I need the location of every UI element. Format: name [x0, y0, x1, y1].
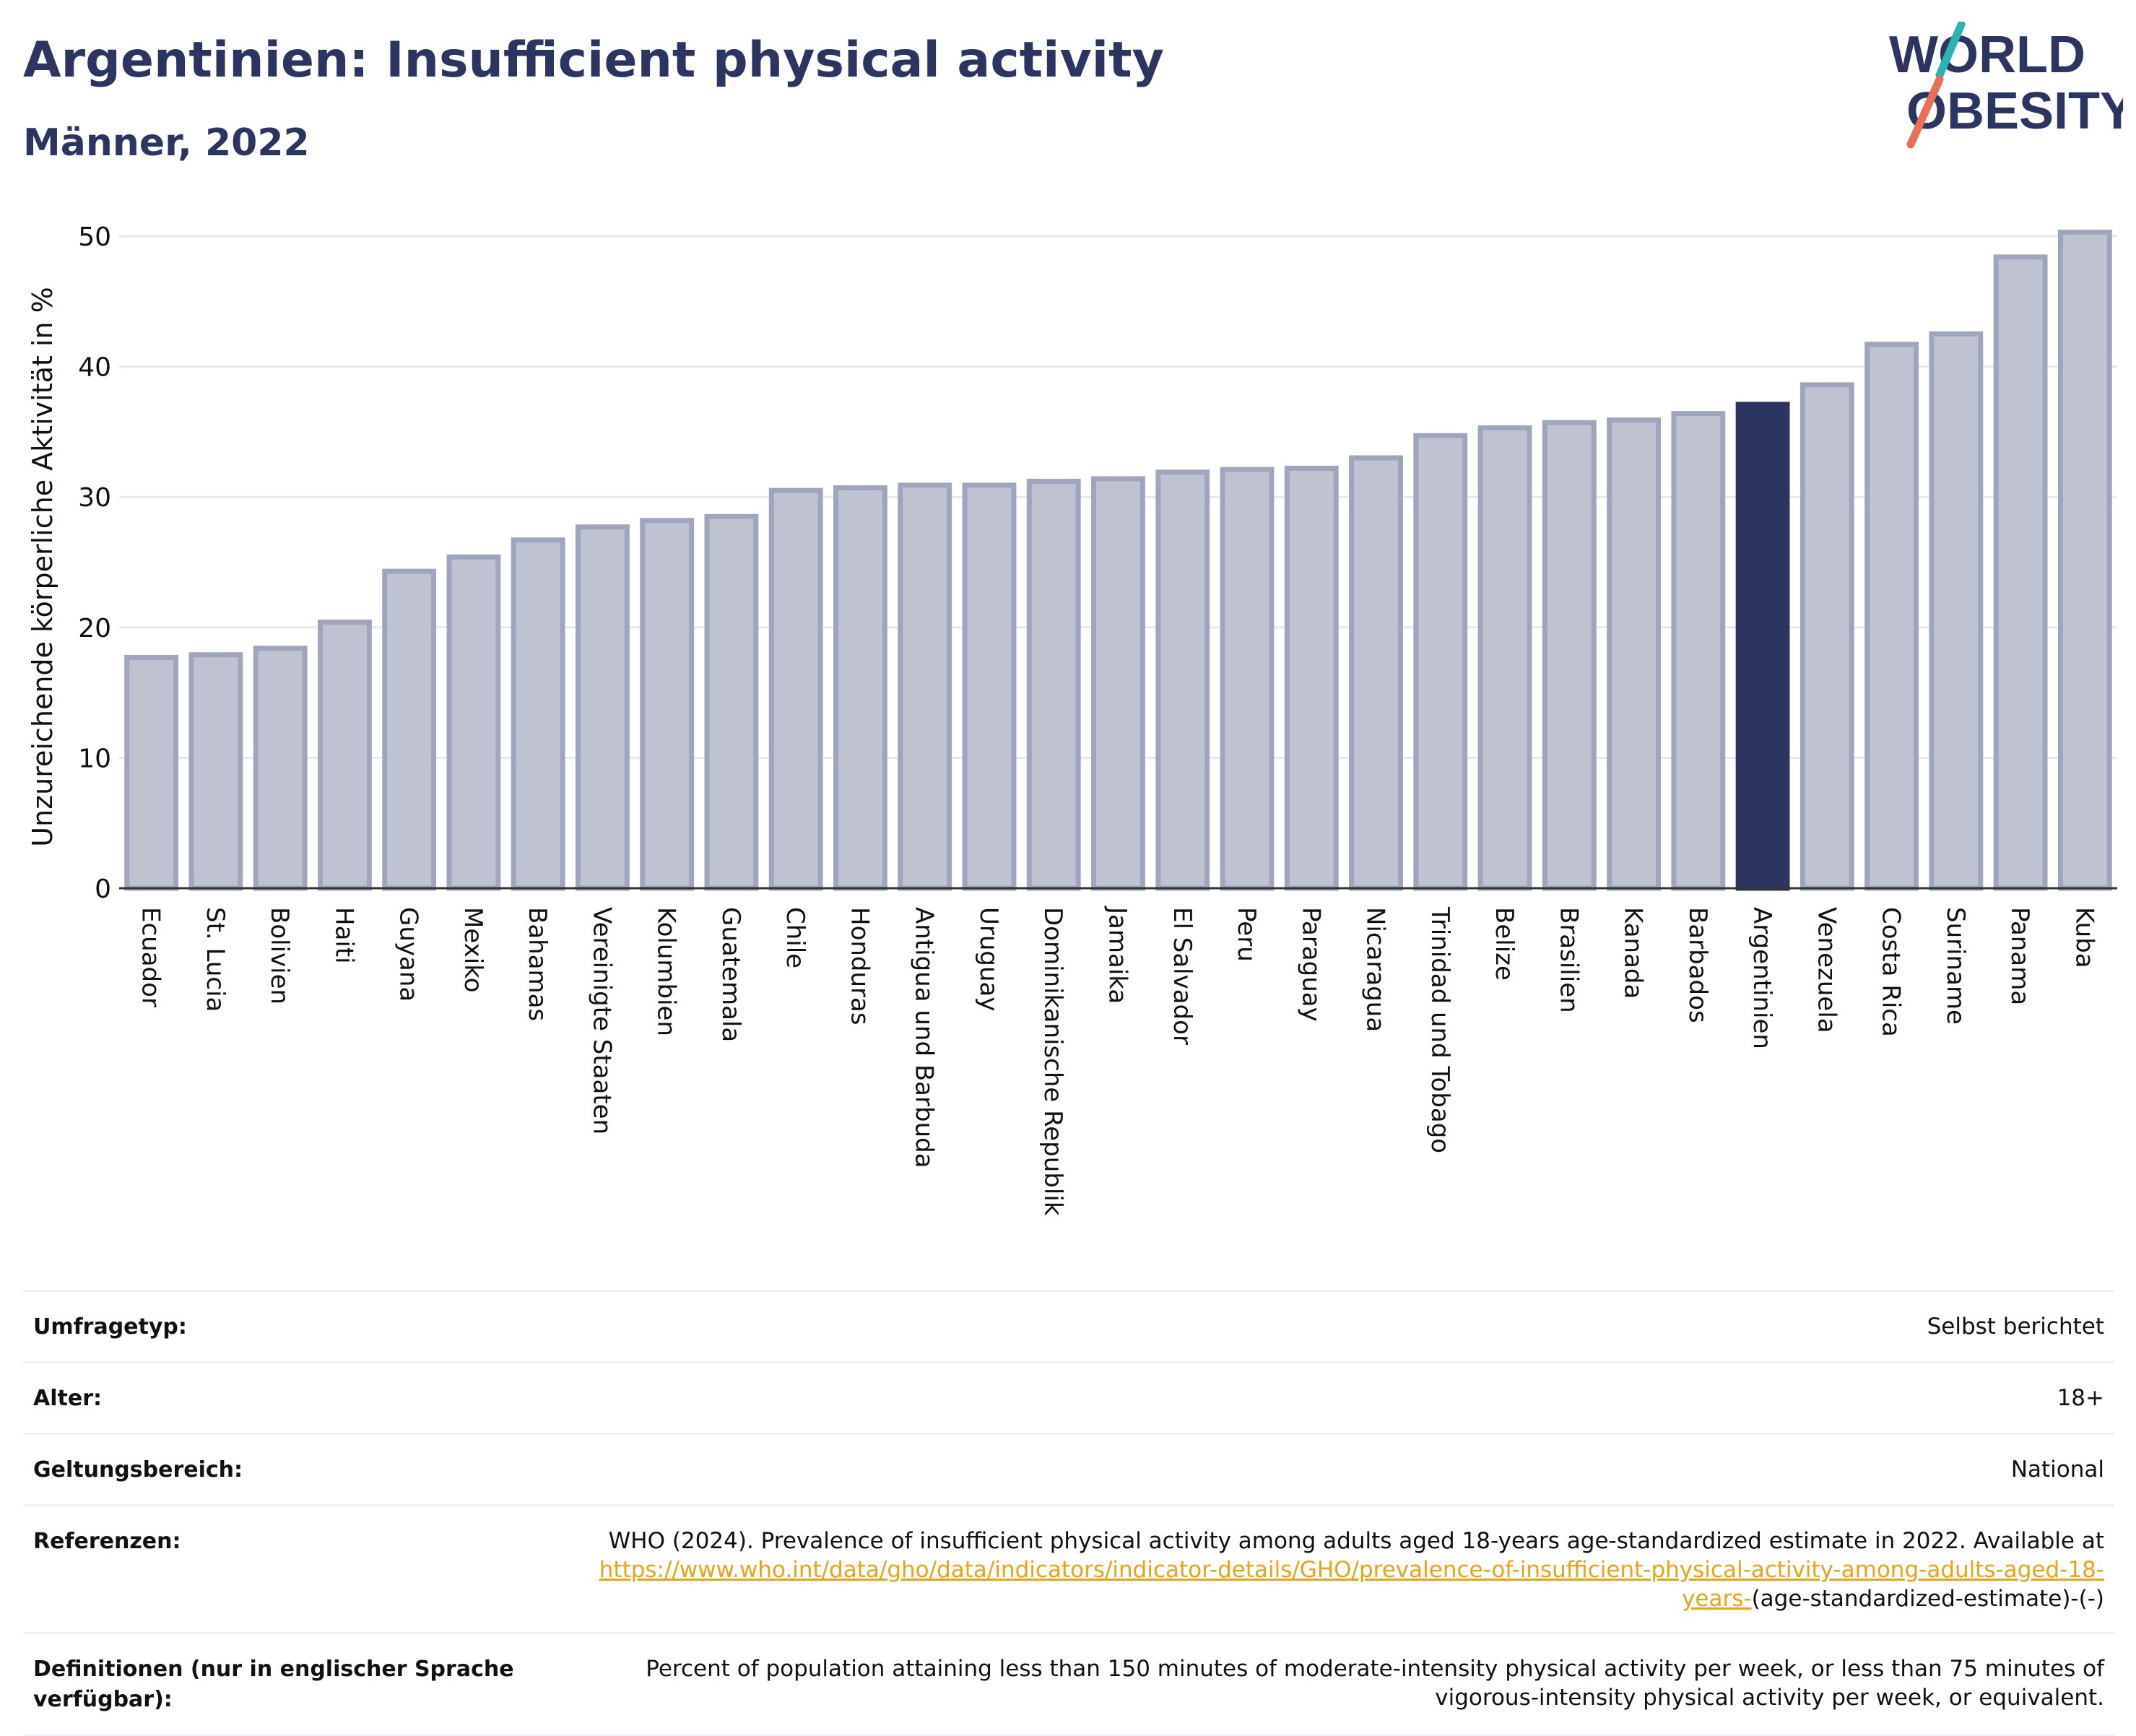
bar: [1993, 254, 2048, 891]
x-tick-label: Barbados: [1683, 907, 1712, 1023]
meta-label: Definitionen (nur in englischer Sprache …: [33, 1657, 514, 1712]
bar-highlight: [1735, 402, 1790, 891]
x-tick-label: Bahamas: [523, 907, 552, 1021]
y-tick-label: 40: [78, 353, 111, 383]
bar: [704, 513, 759, 891]
references-text: WHO (2024). Prevalence of insufficient p…: [608, 1528, 2104, 1554]
meta-row-references: Referenzen: WHO (2024). Prevalence of in…: [23, 1504, 2114, 1632]
x-tick-label: Vereinigte Staaten: [587, 907, 616, 1134]
bar: [124, 654, 179, 891]
bar: [898, 482, 952, 891]
logo-slash-teal: [1935, 22, 1966, 79]
meta-label: Umfragetyp:: [33, 1314, 187, 1340]
bar: [1542, 420, 1597, 891]
x-tick-label: Kuba: [2070, 907, 2098, 968]
x-tick-label: Brasilien: [1554, 907, 1583, 1013]
bar-chart: 0 10 20 30 40 50 Ecuador St. Lucia Bolivien Hait…: [27, 222, 2117, 1216]
bar: [1284, 465, 1339, 891]
bar: [1671, 411, 1726, 891]
meta-value: National: [2010, 1457, 2104, 1483]
bar: [576, 524, 630, 891]
bar: [1349, 455, 1403, 891]
x-tick-label: Ecuador: [136, 907, 165, 1007]
x-tick-label: Jamaika: [1103, 906, 1132, 1004]
meta-label: Geltungsbereich:: [33, 1457, 243, 1483]
meta-label: Alter:: [33, 1386, 102, 1411]
x-tick-label: Uruguay: [974, 907, 1003, 1012]
meta-value: Percent of population attaining less tha…: [646, 1656, 2104, 1711]
x-tick-label: Chile: [781, 907, 809, 968]
chart-bars: [124, 230, 2112, 891]
logo-line2: OBESITY: [1906, 82, 2123, 140]
x-tick-label: Panama: [2005, 907, 2034, 1005]
bar: [1413, 433, 1468, 891]
x-axis-ticks: Ecuador St. Lucia Bolivien Haiti Guyana Mexik…: [136, 906, 2099, 1216]
y-axis-label: Unzureichende körperliche Aktivität in %: [27, 287, 58, 846]
x-tick-label: Suriname: [1941, 907, 1970, 1025]
references-link[interactable]: https://www.who.int/data/gho/data/indica…: [599, 1557, 2104, 1612]
world-obesity-logo: WORLD OBESITY: [1889, 22, 2123, 149]
meta-row-age: Alter: 18+: [23, 1361, 2114, 1433]
bar: [446, 554, 501, 891]
references-suffix: (age-standardized-estimate)-(-): [1751, 1586, 2104, 1612]
y-axis-ticks: 0 10 20 30 40 50: [78, 222, 111, 904]
meta-row-definitions: Definitionen (nur in englischer Sprache …: [23, 1632, 2114, 1736]
bar: [511, 537, 565, 891]
x-tick-label: Trinidad und Tobago: [1425, 906, 1454, 1153]
x-tick-label: Antigua und Barbuda: [910, 907, 939, 1168]
y-tick-label: 30: [78, 483, 111, 513]
x-tick-label: Argentinien: [1748, 907, 1776, 1049]
logo-slash-coral: [1906, 75, 1944, 149]
bar: [1864, 342, 1919, 891]
meta-label: Referenzen:: [33, 1529, 181, 1554]
x-tick-label: Dominikanische Republik: [1038, 907, 1067, 1216]
page-title: Argentinien: Insufficient physical activ…: [23, 32, 1164, 89]
x-tick-label: Belize: [1490, 907, 1519, 981]
x-tick-label: Peru: [1232, 907, 1261, 962]
bar: [1477, 425, 1532, 891]
meta-row-scope: Geltungsbereich: National: [23, 1433, 2114, 1504]
logo-line1: WORLD: [1889, 26, 2085, 84]
x-tick-label: Kolumbien: [652, 907, 681, 1036]
bar: [1799, 382, 1854, 891]
x-tick-label: Honduras: [845, 907, 874, 1025]
x-tick-label: Bolivien: [265, 907, 294, 1004]
x-tick-label: El Salvador: [1168, 907, 1197, 1045]
bar: [768, 487, 823, 891]
bar: [640, 518, 695, 891]
bar: [1220, 466, 1275, 891]
x-tick-label: Costa Rica: [1877, 907, 1906, 1037]
bar: [1155, 469, 1210, 891]
meta-value: WHO (2024). Prevalence of insufficient p…: [544, 1527, 2104, 1613]
x-tick-label: Nicaragua: [1361, 907, 1390, 1032]
meta-value: Selbst berichtet: [1927, 1314, 2104, 1340]
y-tick-label: 0: [95, 874, 111, 904]
bar: [317, 620, 372, 891]
bar: [833, 485, 887, 891]
x-tick-label: Venezuela: [1812, 907, 1841, 1033]
y-tick-label: 10: [78, 744, 111, 773]
x-tick-label: Kanada: [1619, 907, 1648, 999]
bar: [253, 646, 308, 891]
y-tick-label: 20: [78, 614, 111, 643]
bar: [1026, 479, 1081, 891]
meta-value: 18+: [2057, 1385, 2104, 1411]
bar: [962, 482, 1017, 891]
page-subtitle: Männer, 2022: [23, 121, 310, 165]
x-tick-label: Paraguay: [1296, 907, 1325, 1022]
x-tick-label: Guyana: [394, 907, 423, 1002]
x-tick-label: Mexiko: [459, 907, 487, 993]
x-tick-label: Haiti: [329, 907, 358, 964]
bar: [1929, 331, 1984, 891]
x-tick-label: St. Lucia: [201, 907, 230, 1012]
y-tick-label: 50: [78, 222, 111, 252]
meta-row-survey-type: Umfragetyp: Selbst berichtet: [23, 1290, 2114, 1361]
bar: [1091, 476, 1145, 891]
bar: [1607, 417, 1661, 891]
x-tick-label: Guatemala: [716, 907, 745, 1042]
bar: [382, 568, 437, 891]
metadata-table: Umfragetyp: Selbst berichtet Alter: 18+ …: [23, 1290, 2114, 1736]
bar: [2057, 230, 2112, 891]
bar: [188, 652, 243, 891]
